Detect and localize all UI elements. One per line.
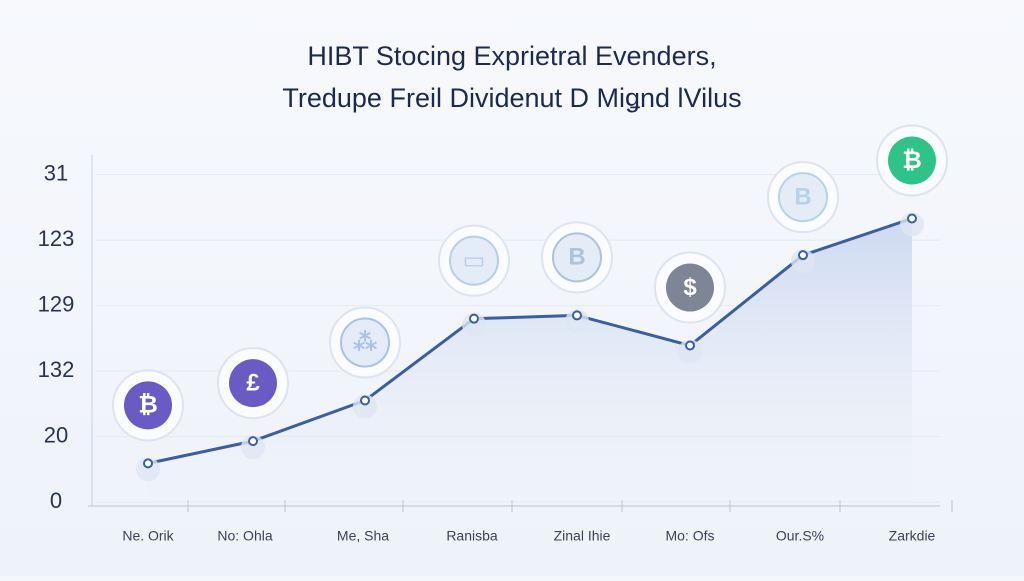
point-halo bbox=[565, 309, 589, 334]
icon-disc bbox=[778, 172, 828, 223]
point bbox=[248, 436, 258, 447]
x-tick-label: Me, Sha bbox=[337, 528, 389, 544]
icon-symbol: £ bbox=[246, 369, 260, 396]
icon-disc bbox=[449, 235, 499, 286]
icon-disc bbox=[229, 359, 277, 408]
point bbox=[798, 250, 808, 261]
point bbox=[907, 213, 917, 224]
point bbox=[469, 313, 479, 324]
area bbox=[148, 218, 912, 505]
icon-symbol: ₿ bbox=[902, 147, 922, 174]
icon-disc bbox=[666, 263, 714, 312]
y-tick-label: 31 bbox=[44, 160, 68, 185]
icon-symbol: ▭ bbox=[463, 247, 486, 274]
y-tick-label: 132 bbox=[38, 357, 75, 382]
x-tick-label: Ne. Orik bbox=[122, 528, 174, 544]
icon-symbol: $ bbox=[683, 274, 697, 301]
point-halo bbox=[678, 339, 702, 364]
x-tick-label: No: Ohla bbox=[217, 528, 272, 544]
point-halo bbox=[136, 457, 160, 482]
y-tick-label: 20 bbox=[44, 422, 68, 447]
chart-subtitle: Tredupe Freil Dividenut D Miǥnd lVilus bbox=[282, 83, 741, 113]
icon-symbol: B bbox=[794, 184, 811, 211]
line bbox=[147, 217, 913, 465]
y-tick-label: 0 bbox=[50, 488, 62, 513]
point-halo bbox=[241, 435, 265, 460]
icon-symbol: ₿ bbox=[138, 392, 158, 419]
chart-title: HIBT Stocing Exprietral Evenders, bbox=[307, 41, 716, 71]
point-halo bbox=[462, 312, 486, 337]
x-tick-label: Zarkdie bbox=[889, 528, 936, 544]
point bbox=[572, 310, 582, 321]
icon-disc bbox=[552, 232, 602, 283]
y-tick-label: 123 bbox=[38, 226, 75, 251]
icon-symbol: B bbox=[568, 244, 585, 271]
point-halo bbox=[791, 249, 815, 274]
x-tick-label: Our.S% bbox=[776, 528, 824, 544]
x-tick-label: Mo: Ofs bbox=[665, 528, 714, 544]
point-halo bbox=[353, 394, 377, 419]
x-tick-label: Ranisba bbox=[446, 528, 498, 544]
point bbox=[143, 458, 153, 469]
icon-disc bbox=[340, 317, 390, 368]
point bbox=[685, 340, 695, 351]
point-halo bbox=[900, 212, 924, 237]
y-tick-label: 129 bbox=[38, 291, 75, 316]
icon-symbol: ⁂ bbox=[353, 329, 378, 356]
point bbox=[360, 395, 370, 406]
x-tick-label: Zinal Ihie bbox=[554, 528, 611, 544]
icon-disc bbox=[888, 136, 936, 185]
icon-disc bbox=[124, 381, 172, 430]
